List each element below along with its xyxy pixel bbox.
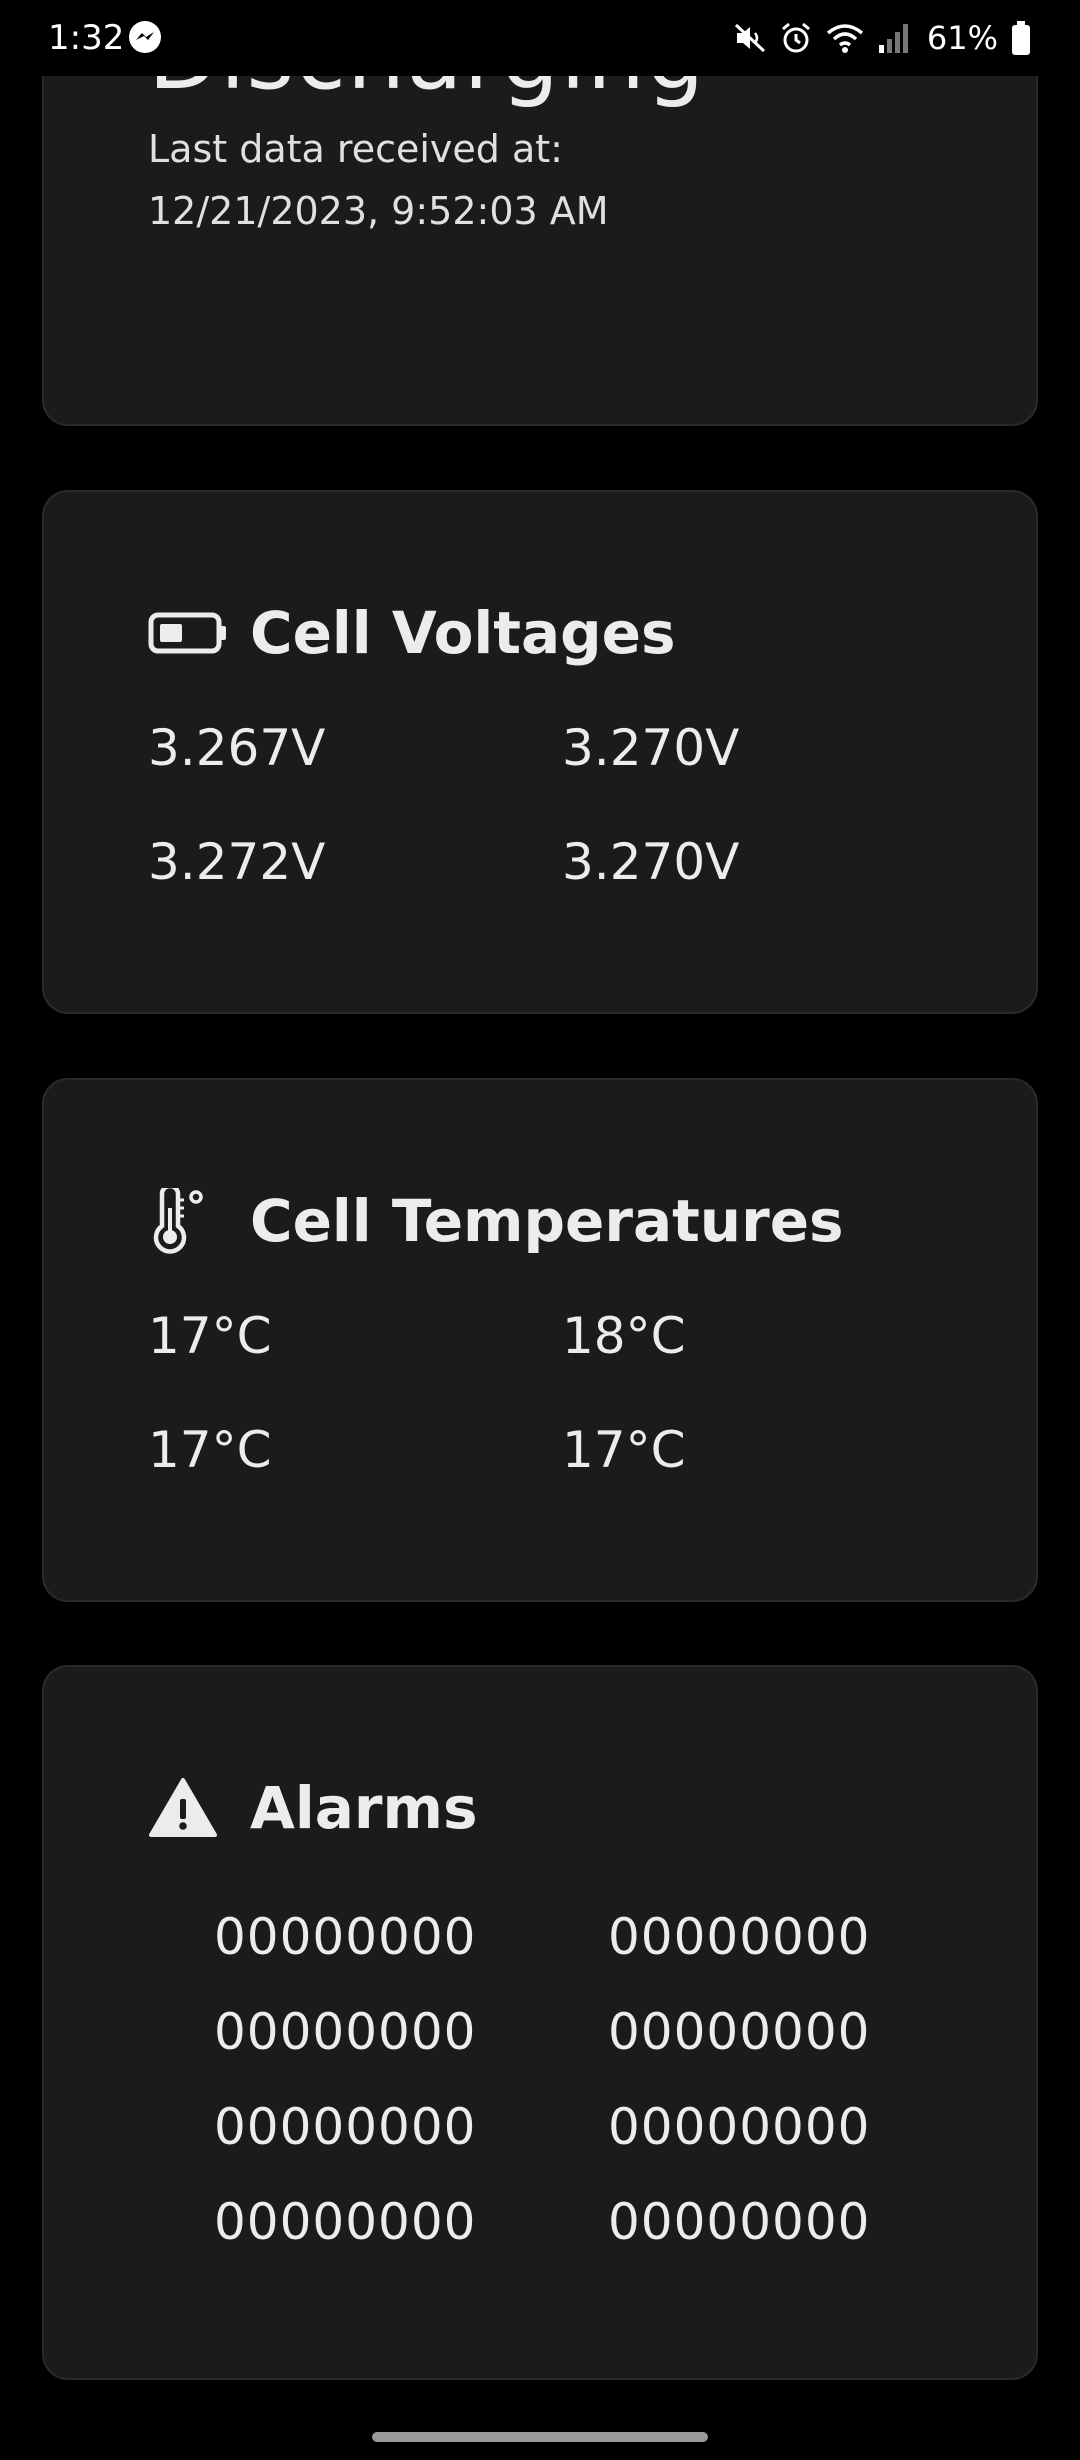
battery-percent: 61% [926,19,998,57]
cell-temperatures-title: Cell Temperatures [250,1187,844,1255]
mute-icon [733,21,767,55]
status-time: 1:32 [48,18,125,58]
cell-voltages-card: Cell Voltages 3.267V 3.270V 3.272V 3.270… [42,490,1038,1014]
alarm-value: 00000000 [214,2193,477,2251]
alarm-value: 00000000 [608,2098,871,2156]
cell-temperatures-card: Cell Temperatures 17°C 18°C 17°C 17°C [42,1078,1038,1602]
alarms-title: Alarms [250,1774,478,1842]
cell-voltage-value: 3.270V [562,833,740,891]
last-data-timestamp: 12/21/2023, 9:52:03 AM [148,189,609,233]
home-gesture-bar[interactable] [372,2432,708,2442]
alarms-header: Alarms [148,1773,477,1843]
cell-voltages-header: Cell Voltages [148,598,676,668]
wifi-icon [825,21,865,55]
cell-voltage-value: 3.267V [148,719,326,777]
cell-temperatures-header: Cell Temperatures [148,1186,844,1256]
alarm-value: 00000000 [608,2193,871,2251]
cell-temperature-value: 17°C [148,1307,272,1365]
cell-voltage-value: 3.270V [562,719,740,777]
messenger-icon [128,20,162,54]
battery-icon [1010,20,1032,56]
alarm-value: 00000000 [214,1908,477,1966]
alarm-value: 00000000 [214,2098,477,2156]
cell-voltage-value: 3.272V [148,833,326,891]
thermometer-icon [148,1186,228,1256]
warning-icon [148,1773,228,1843]
cell-temperature-value: 17°C [562,1421,686,1479]
status-bar: 1:32 [0,0,1080,76]
alarm-value: 00000000 [214,2003,477,2061]
cell-voltages-grid: 3.267V 3.270V 3.272V 3.270V [148,710,968,938]
signal-icon [877,21,911,55]
alarms-card: Alarms 00000000 00000000 00000000 000000… [42,1665,1038,2380]
last-data-label: Last data received at: [148,127,563,171]
alarm-icon [779,21,813,55]
status-icons: 61% [733,16,1032,60]
cell-voltages-title: Cell Voltages [250,599,676,667]
cell-temperatures-grid: 17°C 18°C 17°C 17°C [148,1298,968,1526]
battery-low-icon [148,598,228,668]
cell-temperature-value: 18°C [562,1307,686,1365]
alarms-grid: 00000000 00000000 00000000 00000000 0000… [214,1907,908,2287]
alarm-value: 00000000 [608,1908,871,1966]
cell-temperature-value: 17°C [148,1421,272,1479]
alarm-value: 00000000 [608,2003,871,2061]
